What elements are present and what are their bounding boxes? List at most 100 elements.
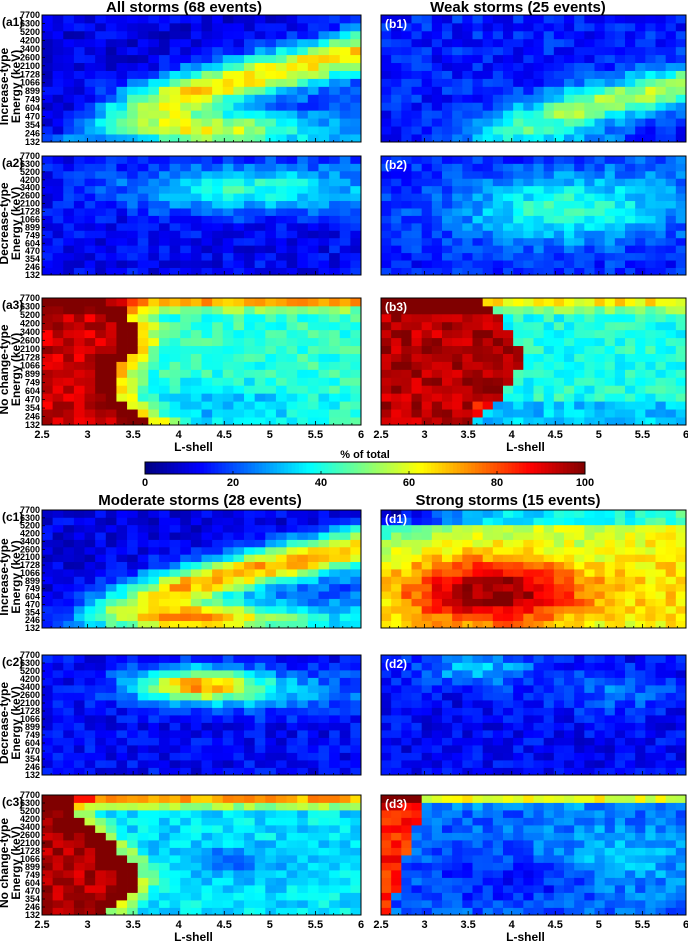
heatmap-cell	[391, 38, 402, 48]
heatmap-cell	[655, 321, 667, 331]
heatmap-cell	[42, 737, 54, 746]
heatmap-cell	[52, 86, 64, 95]
heatmap-cell	[42, 222, 54, 231]
heatmap-cell	[523, 393, 534, 402]
heatmap-cell	[286, 385, 298, 394]
heatmap-cell	[339, 802, 351, 811]
energy-tick-label: 132	[25, 420, 40, 430]
heatmap-cell	[169, 907, 181, 916]
heatmap-cell	[635, 215, 646, 224]
heatmap-cell	[381, 401, 392, 410]
heatmap-cell	[105, 900, 117, 908]
heatmap-cell	[180, 208, 192, 216]
heatmap-cell	[286, 230, 298, 239]
heatmap-cell	[95, 193, 107, 202]
heatmap-cell	[645, 102, 656, 111]
heatmap-cell	[645, 46, 656, 56]
heatmap-cell	[254, 230, 266, 239]
heatmap-cell	[462, 222, 473, 231]
heatmap-cell	[584, 86, 595, 95]
heatmap-cell	[655, 163, 667, 172]
heatmap-cell	[158, 126, 170, 135]
heatmap-cell	[201, 737, 213, 746]
heatmap-cell	[63, 810, 75, 818]
heatmap-cell	[411, 361, 423, 370]
heatmap-cell	[635, 230, 646, 239]
heatmap-cell	[297, 193, 309, 202]
x-tick-label: 5.5	[635, 429, 650, 441]
heatmap-cell	[452, 267, 463, 276]
heatmap-cell	[329, 185, 341, 194]
heatmap-cell	[472, 361, 484, 370]
heatmap-cell	[105, 110, 117, 119]
heatmap-cell	[158, 692, 170, 701]
heatmap-cell	[254, 795, 266, 803]
heatmap-cell	[339, 385, 351, 394]
heatmap-cell	[95, 353, 107, 362]
heatmap-cell	[148, 730, 160, 738]
heatmap-cell	[254, 70, 266, 79]
heatmap-cell	[244, 298, 256, 307]
x-tick-label: 4.5	[217, 919, 232, 931]
heatmap-cell	[472, 200, 484, 209]
heatmap-cell	[533, 260, 545, 268]
heatmap-cell	[482, 110, 494, 119]
heatmap-cell	[254, 598, 266, 607]
heatmap-cell	[254, 377, 266, 386]
heatmap-cell	[244, 118, 256, 127]
heatmap-cell	[275, 185, 287, 194]
heatmap-cell	[584, 22, 595, 32]
heatmap-cell	[584, 230, 595, 239]
heatmap-cell	[318, 802, 330, 811]
heatmap-cell	[329, 670, 341, 678]
heatmap-cell	[381, 569, 392, 577]
heatmap-cell	[244, 885, 256, 893]
heatmap-cell	[201, 892, 213, 901]
heatmap-cell	[625, 78, 636, 87]
heatmap-cell	[564, 321, 575, 331]
heatmap-cell	[391, 245, 402, 254]
heatmap-cell	[533, 409, 545, 418]
heatmap-cell	[201, 353, 213, 362]
heatmap-cell	[84, 840, 96, 848]
heatmap-cell	[431, 78, 443, 87]
heatmap-cell	[169, 554, 181, 563]
heatmap-cell	[244, 313, 256, 323]
heatmap-cell	[553, 260, 565, 268]
heatmap-cell	[286, 15, 298, 24]
heatmap-cell	[574, 86, 585, 95]
heatmap-cell	[42, 230, 54, 239]
heatmap-cell	[381, 252, 392, 261]
heatmap-cell	[492, 337, 504, 347]
heatmap-cell	[105, 377, 117, 386]
heatmap-panel-a1: (a1)770063005200420034002600210017281066…	[0, 10, 362, 147]
heatmap-cell	[169, 847, 181, 856]
heatmap-cell	[42, 417, 54, 426]
heatmap-cell	[265, 385, 277, 394]
energy-tick-label: 246	[25, 412, 40, 422]
heatmap-cell	[265, 185, 277, 194]
heatmap-cell	[244, 345, 256, 354]
heatmap-cell	[180, 305, 192, 315]
heatmap-cell	[286, 685, 298, 693]
heatmap-cell	[190, 870, 202, 878]
heatmap-cell	[381, 30, 392, 40]
heatmap-cell	[254, 46, 266, 56]
heatmap-cell	[265, 561, 277, 570]
heatmap-cell	[137, 22, 149, 32]
heatmap-cell	[431, 46, 443, 56]
heatmap-cell	[201, 200, 213, 209]
heatmap-cell	[105, 417, 117, 426]
heatmap-cell	[73, 767, 85, 776]
heatmap-cell	[265, 692, 277, 701]
heatmap-cell	[297, 810, 309, 818]
heatmap-cell	[222, 870, 234, 878]
heatmap-cell	[482, 200, 494, 209]
heatmap-cell	[584, 126, 595, 135]
heatmap-cell	[73, 30, 85, 40]
heatmap-cell	[148, 38, 160, 48]
heatmap-cell	[350, 118, 362, 127]
heatmap-cell	[286, 345, 298, 354]
heatmap-cell	[513, 222, 524, 231]
heatmap-cell	[625, 54, 636, 64]
